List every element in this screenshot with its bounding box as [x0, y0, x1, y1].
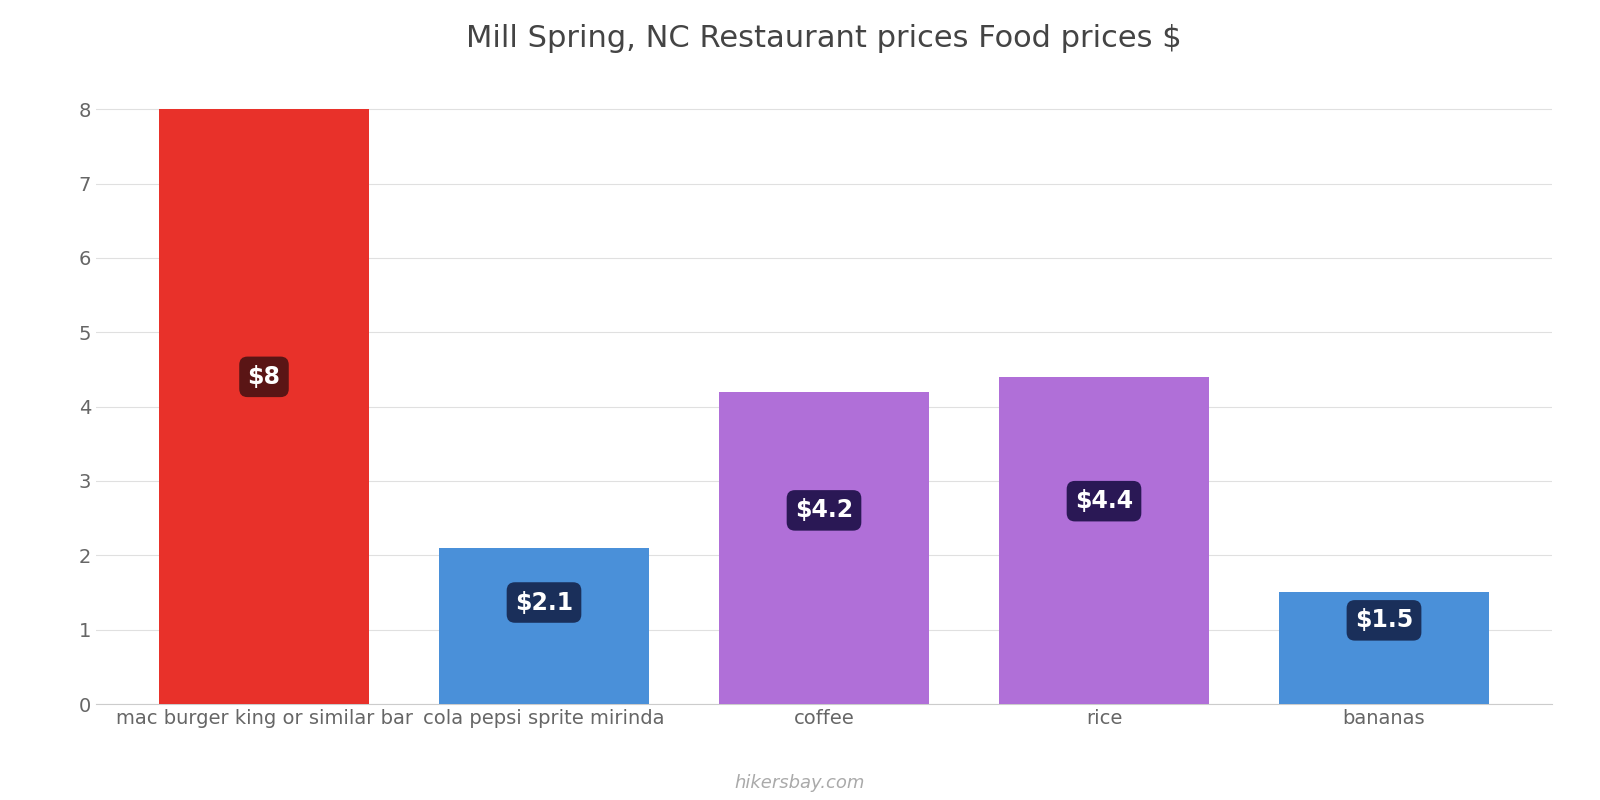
Bar [998, 377, 1210, 704]
Bar [1278, 593, 1490, 704]
Bar [158, 109, 370, 704]
Bar [438, 548, 650, 704]
Text: $4.2: $4.2 [795, 498, 853, 522]
Text: $1.5: $1.5 [1355, 608, 1413, 632]
Text: $2.1: $2.1 [515, 590, 573, 614]
Text: $4.4: $4.4 [1075, 489, 1133, 513]
Text: hikersbay.com: hikersbay.com [734, 774, 866, 792]
Bar [718, 392, 930, 704]
Title: Mill Spring, NC Restaurant prices Food prices $: Mill Spring, NC Restaurant prices Food p… [466, 24, 1182, 53]
Text: $8: $8 [248, 365, 280, 389]
